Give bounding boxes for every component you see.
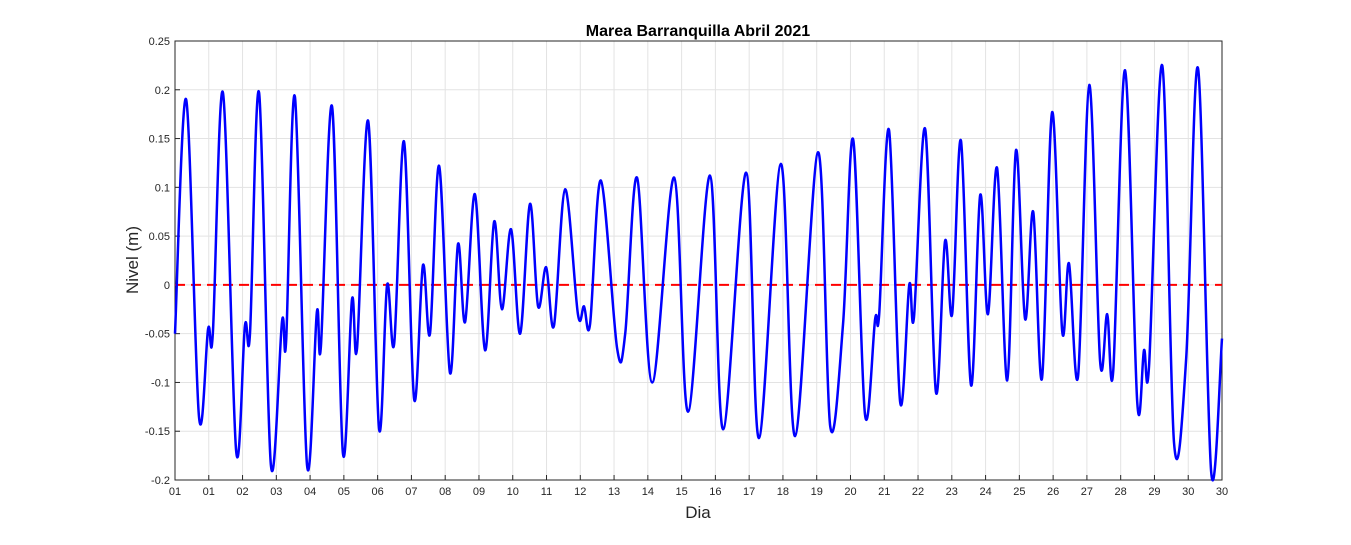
x-tick-label: 06	[372, 486, 384, 498]
x-tick-label: 08	[439, 486, 451, 498]
x-tick-label: 28	[1115, 486, 1127, 498]
y-tick-label: -0.1	[151, 377, 170, 389]
x-tick-label: 07	[405, 486, 417, 498]
y-tick-label: -0.2	[151, 475, 170, 487]
x-tick-label: 29	[1148, 486, 1160, 498]
x-tick-label: 16	[709, 486, 721, 498]
x-tick-label: 26	[1047, 486, 1059, 498]
x-tick-label: 13	[608, 486, 620, 498]
x-tick-label: 11	[541, 486, 552, 498]
x-tick-label: 01	[203, 486, 215, 498]
y-tick-label: 0.15	[149, 134, 170, 146]
x-tick-label: 24	[979, 486, 991, 498]
x-tick-label: 01	[169, 486, 181, 498]
x-tick-label: 10	[507, 486, 519, 498]
y-tick-label: 0.2	[155, 85, 170, 97]
x-tick-label: 21	[878, 486, 890, 498]
x-tick-label: 15	[675, 486, 687, 498]
x-tick-label: 19	[811, 486, 823, 498]
plot-frame	[174, 40, 1223, 481]
x-tick-label: 04	[304, 486, 316, 498]
y-tick-label: -0.05	[145, 329, 170, 341]
y-tick-label: 0	[164, 280, 170, 292]
chart-title: Marea Barranquilla Abril 2021	[586, 23, 810, 40]
x-tick-label: 23	[946, 486, 958, 498]
x-tick-label: 20	[844, 486, 856, 498]
x-tick-label: 05	[338, 486, 350, 498]
x-tick-label: 17	[743, 486, 755, 498]
y-tick-label: 0.05	[149, 231, 170, 243]
x-tick-label: 30	[1182, 486, 1194, 498]
x-tick-label: 03	[270, 486, 282, 498]
x-tick-label: 14	[642, 486, 654, 498]
tide-line	[173, 64, 1224, 482]
x-tick-label: 02	[236, 486, 248, 498]
x-tick-label: 30	[1216, 486, 1228, 498]
x-tick-label: 09	[473, 486, 485, 498]
x-axis-title: Dia	[685, 503, 711, 522]
y-tick-label: -0.15	[145, 426, 170, 438]
x-tick-label: 22	[912, 486, 924, 498]
x-tick-label: 12	[574, 486, 586, 498]
x-tick-label: 27	[1081, 486, 1093, 498]
y-tick-label: 0.25	[149, 36, 170, 48]
y-axis-title: Nivel (m)	[123, 226, 142, 294]
x-tick-label: 25	[1013, 486, 1025, 498]
y-tick-label: 0.1	[155, 182, 170, 194]
x-tick-label: 18	[777, 486, 789, 498]
